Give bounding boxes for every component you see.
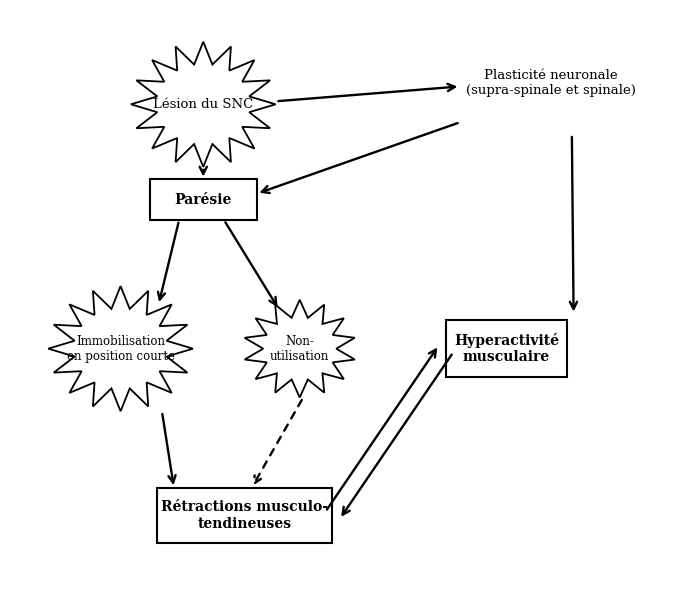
Text: Lésion du SNC: Lésion du SNC	[153, 98, 254, 111]
Text: Immobilisation
en position courte: Immobilisation en position courte	[67, 335, 174, 362]
FancyBboxPatch shape	[156, 488, 332, 543]
Text: Parésie: Parésie	[174, 193, 232, 207]
Text: Hyperactivité
musculaire: Hyperactivité musculaire	[454, 333, 559, 364]
Text: Rétractions musculo-
tendineuses: Rétractions musculo- tendineuses	[161, 501, 328, 530]
Text: Non-
utilisation: Non- utilisation	[270, 335, 329, 362]
FancyBboxPatch shape	[446, 321, 566, 377]
FancyBboxPatch shape	[150, 179, 256, 220]
Text: Plasticité neuronale
(supra-spinale et spinale): Plasticité neuronale (supra-spinale et s…	[466, 70, 636, 97]
